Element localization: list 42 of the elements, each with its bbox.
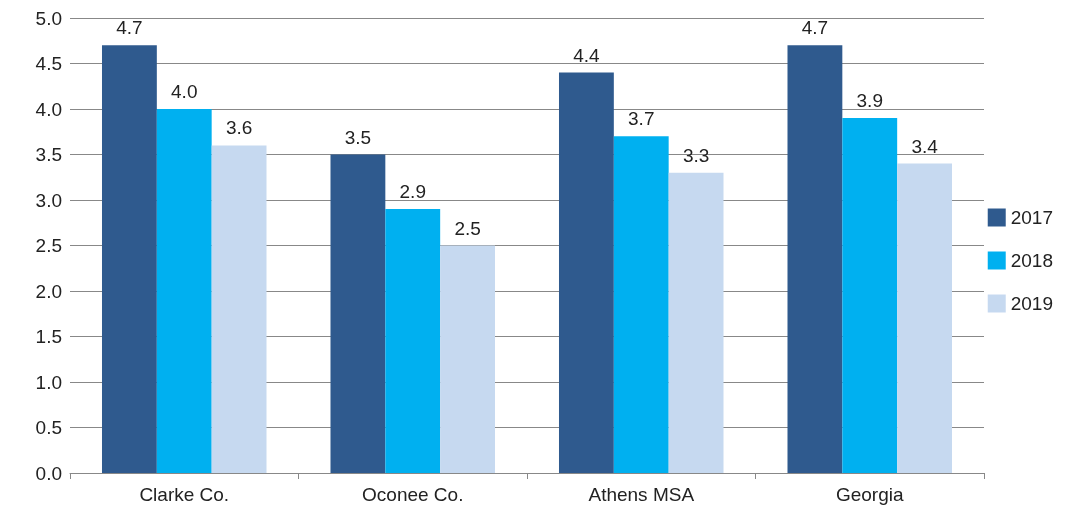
data-label: 4.0 bbox=[171, 81, 198, 102]
bar bbox=[897, 163, 953, 473]
bar bbox=[613, 136, 669, 473]
bar bbox=[156, 109, 212, 473]
data-label: 4.7 bbox=[801, 17, 829, 39]
data-label: 2.9 bbox=[399, 181, 426, 203]
data-label: 3.9 bbox=[856, 90, 883, 112]
x-tick-label: Athens MSA bbox=[588, 484, 695, 505]
data-label: 4.4 bbox=[573, 44, 601, 66]
x-tick-label: Oconee Co. bbox=[362, 484, 464, 505]
legend-label: 2018 bbox=[1010, 250, 1054, 271]
bar bbox=[668, 172, 724, 473]
data-label: 3.3 bbox=[682, 144, 710, 166]
bar bbox=[101, 45, 157, 473]
legend-label: 2019 bbox=[1010, 293, 1054, 314]
bar bbox=[211, 145, 267, 473]
y-tick-label: 5.0 bbox=[35, 7, 62, 29]
bar bbox=[440, 245, 496, 473]
data-label: 3.4 bbox=[911, 135, 939, 157]
bar bbox=[385, 209, 441, 473]
x-tick-label: Georgia bbox=[835, 484, 904, 505]
y-tick-label: 0.5 bbox=[35, 417, 62, 438]
bar bbox=[330, 154, 386, 473]
x-tick-label: Clarke Co. bbox=[139, 484, 230, 505]
legend-label: 2017 bbox=[1010, 207, 1054, 228]
data-label: 2.5 bbox=[454, 217, 481, 239]
bar bbox=[842, 118, 898, 473]
y-tick-label: 2.5 bbox=[35, 235, 62, 256]
bar bbox=[558, 72, 614, 473]
y-tick-label: 4.0 bbox=[35, 98, 62, 120]
y-tick-label: 1.0 bbox=[35, 371, 62, 393]
data-label: 4.7 bbox=[116, 17, 143, 39]
y-tick-label: 1.5 bbox=[35, 326, 62, 347]
y-tick-label: 2.0 bbox=[35, 280, 62, 302]
data-label: 3.6 bbox=[225, 117, 253, 139]
data-label: 3.5 bbox=[344, 126, 372, 148]
y-tick-label: 0.0 bbox=[35, 462, 62, 484]
y-tick-label: 3.5 bbox=[35, 144, 62, 165]
y-tick-label: 4.5 bbox=[35, 53, 62, 74]
y-tick-label: 3.0 bbox=[35, 189, 62, 211]
data-label: 3.7 bbox=[628, 108, 655, 130]
bar bbox=[787, 45, 843, 473]
